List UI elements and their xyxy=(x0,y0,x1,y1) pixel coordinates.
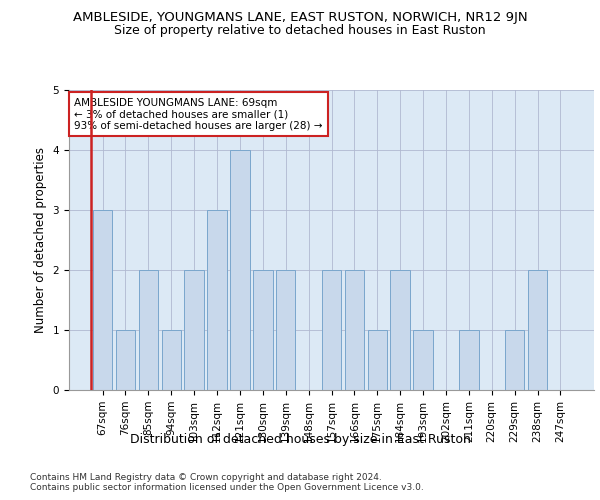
Bar xyxy=(93,210,112,390)
Bar xyxy=(230,150,250,390)
Bar xyxy=(413,330,433,390)
Bar xyxy=(184,270,204,390)
Bar xyxy=(459,330,479,390)
Text: AMBLESIDE YOUNGMANS LANE: 69sqm
← 3% of detached houses are smaller (1)
93% of s: AMBLESIDE YOUNGMANS LANE: 69sqm ← 3% of … xyxy=(74,98,323,130)
Bar xyxy=(391,270,410,390)
Text: Size of property relative to detached houses in East Ruston: Size of property relative to detached ho… xyxy=(114,24,486,37)
Bar xyxy=(322,270,341,390)
Bar xyxy=(161,330,181,390)
Text: Contains public sector information licensed under the Open Government Licence v3: Contains public sector information licen… xyxy=(30,484,424,492)
Text: AMBLESIDE, YOUNGMANS LANE, EAST RUSTON, NORWICH, NR12 9JN: AMBLESIDE, YOUNGMANS LANE, EAST RUSTON, … xyxy=(73,11,527,24)
Bar xyxy=(276,270,295,390)
Bar xyxy=(139,270,158,390)
Bar xyxy=(344,270,364,390)
Bar xyxy=(208,210,227,390)
Bar xyxy=(528,270,547,390)
Bar xyxy=(505,330,524,390)
Y-axis label: Number of detached properties: Number of detached properties xyxy=(34,147,47,333)
Bar xyxy=(253,270,272,390)
Bar xyxy=(368,330,387,390)
Text: Distribution of detached houses by size in East Ruston: Distribution of detached houses by size … xyxy=(130,432,470,446)
Bar xyxy=(116,330,135,390)
Text: Contains HM Land Registry data © Crown copyright and database right 2024.: Contains HM Land Registry data © Crown c… xyxy=(30,472,382,482)
